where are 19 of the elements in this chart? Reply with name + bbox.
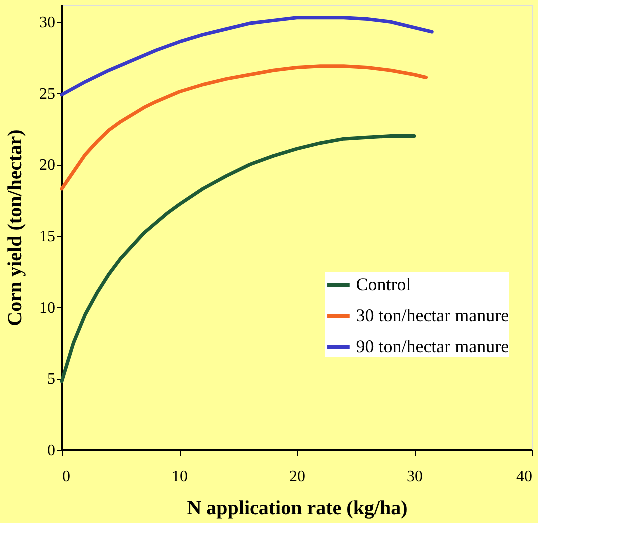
x-tick-label: 40	[516, 468, 532, 486]
legend-label: 30 ton/hectar manure	[356, 306, 510, 326]
legend-label: 90 ton/hectar manure	[356, 336, 510, 356]
y-tick-label: 10	[40, 300, 56, 317]
y-tick-label: 30	[40, 14, 56, 32]
y-tick-label: 5	[48, 371, 56, 388]
x-tick-label: 30	[407, 468, 423, 486]
y-axis-title: Corn yield (ton/hectar)	[4, 130, 26, 326]
x-axis-title: N application rate (kg/ha)	[187, 498, 408, 520]
x-tick-label: 10	[172, 468, 188, 486]
y-tick-label: 15	[40, 228, 56, 246]
y-tick-label: 0	[48, 442, 56, 460]
y-tick-label: 20	[40, 157, 56, 174]
x-tick-label: 0	[62, 468, 70, 486]
y-tick-label: 25	[40, 86, 56, 103]
legend-label: Control	[356, 274, 412, 294]
line-series	[60, 16, 434, 97]
line-series	[60, 64, 428, 191]
x-tick-label: 20	[290, 468, 306, 486]
